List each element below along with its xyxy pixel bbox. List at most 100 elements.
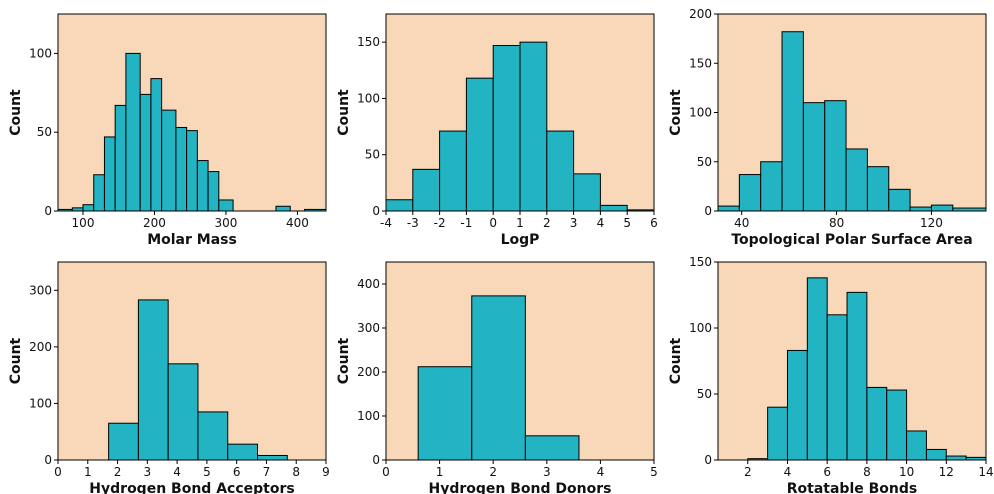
y-axis-title: Count — [336, 89, 352, 136]
y-tick-label: 200 — [357, 365, 380, 379]
histogram-bar — [767, 406, 788, 461]
x-tick-label: 3 — [144, 465, 152, 479]
x-tick-label: 400 — [286, 216, 309, 230]
histogram-bar — [207, 171, 220, 212]
y-tick-label: 400 — [357, 277, 380, 291]
plot-frame — [57, 13, 327, 212]
histogram-bar — [196, 160, 209, 212]
histogram-5: 0 1 2 3 4 5 0 100 200 300 400 Hydrogen Bond Donors C… — [336, 261, 658, 494]
histogram-bar — [845, 148, 868, 212]
x-tick-label: 5 — [650, 465, 658, 479]
y-tick-label: 0 — [372, 204, 380, 218]
y-tick-label: 0 — [44, 453, 52, 467]
histogram-bar — [439, 130, 467, 212]
y-tick-label: 150 — [689, 255, 712, 269]
histogram-bar — [909, 206, 932, 212]
y-tick-label: 0 — [704, 453, 712, 467]
histogram-bar — [103, 136, 116, 212]
y-tick-label: 100 — [689, 106, 712, 120]
x-tick-label: 12 — [939, 465, 954, 479]
histogram-bar — [108, 422, 139, 461]
y-tick-label: 100 — [357, 91, 380, 105]
x-axis-title: Hydrogen Bond Donors — [429, 481, 612, 494]
x-tick-label: 100 — [72, 216, 95, 230]
plot-frame — [385, 261, 655, 461]
histogram-2: -4 -3 -2 -1 0 1 2 3 4 5 6 0 50 100 150 LogP Count — [336, 13, 658, 248]
histogram-bar — [781, 31, 804, 212]
histogram-bar — [150, 78, 163, 212]
x-tick-label: 3 — [570, 216, 578, 230]
histogram-bar — [114, 104, 127, 212]
histogram-bar — [546, 130, 575, 212]
bars — [57, 52, 327, 212]
x-tick-label: 4 — [784, 465, 792, 479]
histogram-bar — [186, 130, 198, 212]
y-tick-label: 200 — [689, 7, 712, 21]
histogram-bar — [925, 448, 947, 461]
histogram-bar — [218, 199, 234, 212]
y-axis-title: Count — [668, 337, 684, 384]
x-tick-label: 14 — [978, 465, 993, 479]
histogram-bar — [760, 161, 783, 212]
y-axis-title: Count — [336, 337, 352, 384]
x-tick-label: 6 — [650, 216, 658, 230]
histogram-bar — [906, 430, 927, 461]
histogram-bar — [738, 174, 762, 212]
x-tick-label: 2 — [114, 465, 122, 479]
x-tick-label: 6 — [233, 465, 241, 479]
histogram-bar — [826, 314, 848, 461]
plot-frame — [57, 261, 327, 461]
y-tick-label: 100 — [357, 409, 380, 423]
y-tick-label: 0 — [44, 204, 52, 218]
x-axis-title: Molar Mass — [147, 232, 237, 248]
y-tick-label: 100 — [29, 396, 52, 410]
histogram-bar — [573, 173, 601, 212]
histogram-6: 2 4 6 8 10 12 14 0 50 100 150 Rotatable Bonds Count — [668, 255, 994, 494]
x-axis-title: Rotatable Bonds — [787, 481, 917, 494]
bars — [747, 277, 987, 461]
y-tick-label: 0 — [704, 204, 712, 218]
histogram-bar — [93, 174, 105, 212]
x-tick-label: -1 — [460, 216, 472, 230]
histogram-bar — [524, 435, 580, 461]
y-tick-label: 300 — [29, 283, 52, 297]
histogram-bar — [866, 386, 888, 461]
x-tick-label: 0 — [54, 465, 62, 479]
histogram-bar — [197, 411, 229, 461]
x-tick-label: 120 — [920, 216, 943, 230]
histogram-4: 0 1 2 3 4 5 6 7 8 9 0 100 200 300 Hydrogen Bond Accept… — [8, 261, 330, 494]
histogram-bar — [125, 52, 141, 212]
x-tick-label: 10 — [899, 465, 914, 479]
x-tick-label: 2 — [489, 465, 497, 479]
x-tick-label: 4 — [597, 216, 605, 230]
histogram-bar — [492, 45, 521, 212]
histogram-bar — [82, 204, 95, 212]
histogram-bar — [167, 363, 199, 461]
y-tick-label: 150 — [357, 35, 380, 49]
x-tick-label: 5 — [203, 465, 211, 479]
histogram-bar — [806, 277, 828, 461]
histogram-bar — [175, 126, 188, 212]
histogram-bar — [385, 199, 414, 212]
y-tick-label: 100 — [689, 321, 712, 335]
x-axis-title: Topological Polar Surface Area — [731, 232, 972, 248]
histogram-bar — [412, 168, 441, 212]
histogram-bar — [930, 204, 954, 212]
bars — [385, 41, 655, 212]
x-tick-label: -3 — [407, 216, 419, 230]
x-tick-label: 300 — [214, 216, 237, 230]
x-tick-label: 9 — [322, 465, 330, 479]
x-tick-label: 5 — [623, 216, 631, 230]
y-tick-label: 300 — [357, 321, 380, 335]
x-tick-label: 1 — [516, 216, 524, 230]
x-tick-label: 80 — [829, 216, 844, 230]
x-tick-label: 200 — [143, 216, 166, 230]
y-tick-label: 100 — [29, 46, 52, 60]
x-tick-label: 0 — [489, 216, 497, 230]
y-tick-label: 50 — [365, 148, 380, 162]
x-tick-label: 1 — [436, 465, 444, 479]
histogram-bar — [227, 443, 259, 461]
x-tick-label: 0 — [382, 465, 390, 479]
